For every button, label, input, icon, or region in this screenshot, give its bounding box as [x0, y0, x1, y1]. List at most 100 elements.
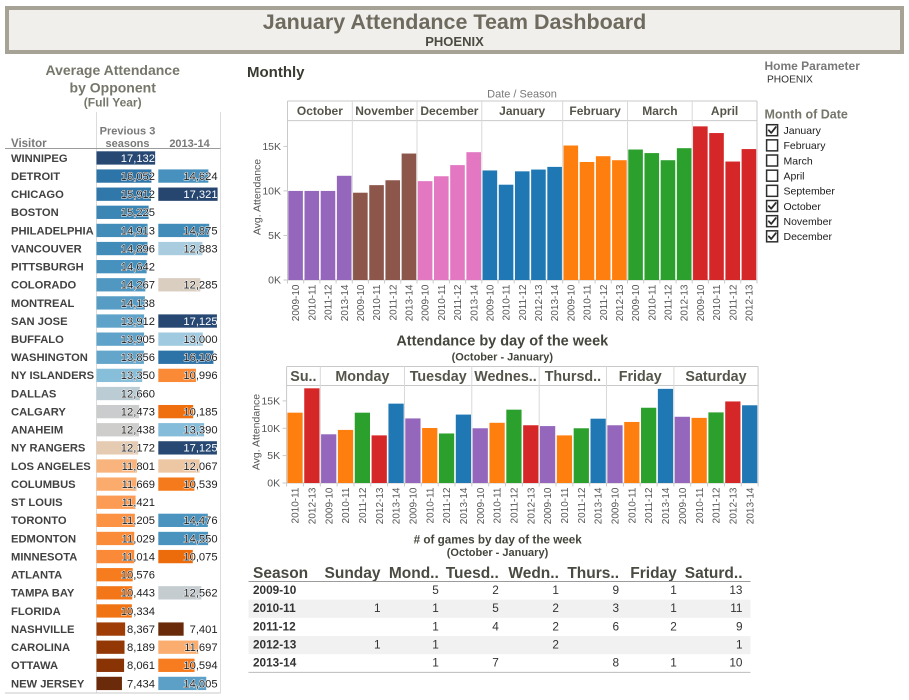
svg-text:TORONTO: TORONTO — [11, 515, 67, 527]
svg-text:2009-10: 2009-10 — [421, 284, 432, 321]
svg-text:2011-12: 2011-12 — [442, 487, 453, 523]
svg-text:2012-13: 2012-13 — [308, 487, 319, 524]
svg-text:16,052: 16,052 — [121, 171, 155, 183]
svg-text:NY ISLANDERS: NY ISLANDERS — [11, 370, 95, 382]
svg-text:2009-10: 2009-10 — [543, 487, 554, 524]
svg-text:3: 3 — [612, 601, 619, 615]
svg-text:10,576: 10,576 — [121, 570, 155, 582]
svg-text:2013-14: 2013-14 — [169, 138, 210, 150]
svg-text:WASHINGTON: WASHINGTON — [11, 352, 88, 364]
svg-text:2: 2 — [670, 619, 677, 633]
svg-text:Month of Date: Month of Date — [765, 108, 848, 122]
svg-text:13,905: 13,905 — [121, 334, 155, 346]
svg-text:Monday: Monday — [335, 369, 389, 385]
svg-text:Avg. Attendance: Avg. Attendance — [251, 394, 263, 470]
svg-text:VANCOUVER: VANCOUVER — [11, 243, 82, 255]
svg-text:2012-13: 2012-13 — [526, 487, 537, 524]
svg-text:OTTAWA: OTTAWA — [11, 660, 58, 672]
svg-text:2010-11: 2010-11 — [627, 487, 638, 523]
svg-text:Saturd..: Saturd.. — [685, 565, 743, 582]
svg-text:Attendance by day of the week: Attendance by day of the week — [396, 334, 609, 350]
svg-text:December: December — [420, 104, 478, 118]
svg-text:8,189: 8,189 — [127, 642, 155, 654]
svg-text:17,125: 17,125 — [183, 443, 217, 455]
svg-text:WINNIPEG: WINNIPEG — [11, 153, 68, 165]
svg-text:COLORADO: COLORADO — [11, 280, 77, 292]
svg-text:12,660: 12,660 — [121, 388, 155, 400]
svg-text:PHILADELPHIA: PHILADELPHIA — [11, 225, 94, 237]
svg-text:12,473: 12,473 — [121, 407, 155, 419]
svg-text:17,125: 17,125 — [183, 316, 217, 328]
svg-text:2013-14: 2013-14 — [469, 284, 480, 321]
svg-text:PITTSBURGH: PITTSBURGH — [11, 262, 84, 274]
svg-text:12,285: 12,285 — [183, 280, 217, 292]
svg-text:2013-14: 2013-14 — [745, 487, 756, 524]
svg-text:1: 1 — [432, 637, 439, 651]
svg-text:Home Parameter: Home Parameter — [765, 59, 861, 73]
svg-text:15K: 15K — [262, 141, 281, 153]
svg-text:5K: 5K — [268, 230, 281, 242]
svg-text:2011-12: 2011-12 — [253, 619, 296, 633]
svg-text:2009-10: 2009-10 — [678, 487, 689, 524]
svg-text:2013-14: 2013-14 — [340, 284, 351, 321]
svg-text:2009-10: 2009-10 — [356, 284, 367, 321]
svg-text:Wedn..: Wedn.. — [508, 565, 559, 582]
svg-text:Avg. Attendance: Avg. Attendance — [252, 159, 264, 235]
svg-text:1: 1 — [374, 637, 381, 651]
svg-text:NY RANGERS: NY RANGERS — [11, 443, 86, 455]
svg-text:14,267: 14,267 — [121, 280, 155, 292]
svg-text:6: 6 — [612, 619, 619, 633]
svg-text:EDMONTON: EDMONTON — [11, 533, 76, 545]
svg-text:ST LOUIS: ST LOUIS — [11, 497, 63, 509]
svg-text:5: 5 — [432, 583, 439, 597]
svg-text:12,172: 12,172 — [121, 443, 155, 455]
svg-text:Tuesday: Tuesday — [410, 369, 467, 385]
svg-text:PHOENIX: PHOENIX — [767, 75, 813, 86]
svg-text:(Full Year): (Full Year) — [84, 96, 142, 110]
svg-text:14,642: 14,642 — [121, 262, 155, 274]
svg-text:13: 13 — [729, 583, 743, 597]
svg-text:2009-10: 2009-10 — [486, 284, 497, 321]
svg-text:17,132: 17,132 — [121, 153, 155, 165]
svg-text:2011-12: 2011-12 — [453, 284, 464, 320]
svg-text:2010-11: 2010-11 — [695, 487, 706, 523]
svg-text:Monthly: Monthly — [247, 64, 305, 81]
svg-text:# of games by day of the week: # of games by day of the week — [414, 533, 583, 546]
svg-text:1: 1 — [432, 601, 439, 615]
svg-text:1: 1 — [432, 656, 439, 670]
svg-text:2013-14: 2013-14 — [405, 284, 416, 321]
svg-text:5: 5 — [492, 601, 499, 615]
svg-text:2009-10: 2009-10 — [631, 284, 642, 321]
svg-text:1: 1 — [552, 583, 559, 597]
svg-text:1: 1 — [374, 601, 381, 615]
svg-text:2012-13: 2012-13 — [745, 284, 756, 321]
svg-text:2013-14: 2013-14 — [550, 284, 561, 321]
svg-text:2011-12: 2011-12 — [518, 284, 529, 320]
svg-text:Wednes..: Wednes.. — [474, 369, 537, 385]
svg-text:Average Attendance: Average Attendance — [46, 62, 181, 78]
svg-text:8,367: 8,367 — [127, 624, 155, 636]
svg-text:2011-12: 2011-12 — [510, 487, 521, 523]
svg-text:(October - January): (October - January) — [452, 352, 554, 364]
svg-text:12,067: 12,067 — [183, 461, 217, 473]
svg-text:10,996: 10,996 — [183, 370, 217, 382]
svg-text:14,476: 14,476 — [183, 515, 217, 527]
svg-text:FLORIDA: FLORIDA — [11, 606, 61, 618]
svg-text:7,434: 7,434 — [127, 678, 155, 690]
svg-text:November: November — [784, 216, 833, 228]
svg-text:2010-11: 2010-11 — [372, 284, 383, 320]
svg-text:2010-11: 2010-11 — [712, 284, 723, 320]
svg-text:12,883: 12,883 — [183, 243, 217, 255]
svg-text:14,550: 14,550 — [183, 533, 217, 545]
svg-text:12,438: 12,438 — [121, 425, 155, 437]
svg-text:January: January — [784, 125, 822, 137]
svg-text:1: 1 — [670, 601, 677, 615]
svg-text:2: 2 — [552, 637, 559, 651]
svg-text:8: 8 — [612, 656, 619, 670]
svg-text:by Opponent: by Opponent — [70, 80, 157, 96]
svg-text:Mond..: Mond.. — [389, 565, 439, 582]
svg-text:10,539: 10,539 — [183, 479, 217, 491]
svg-text:9: 9 — [736, 619, 743, 633]
svg-text:5K: 5K — [267, 450, 280, 462]
svg-text:8,061: 8,061 — [127, 660, 155, 672]
